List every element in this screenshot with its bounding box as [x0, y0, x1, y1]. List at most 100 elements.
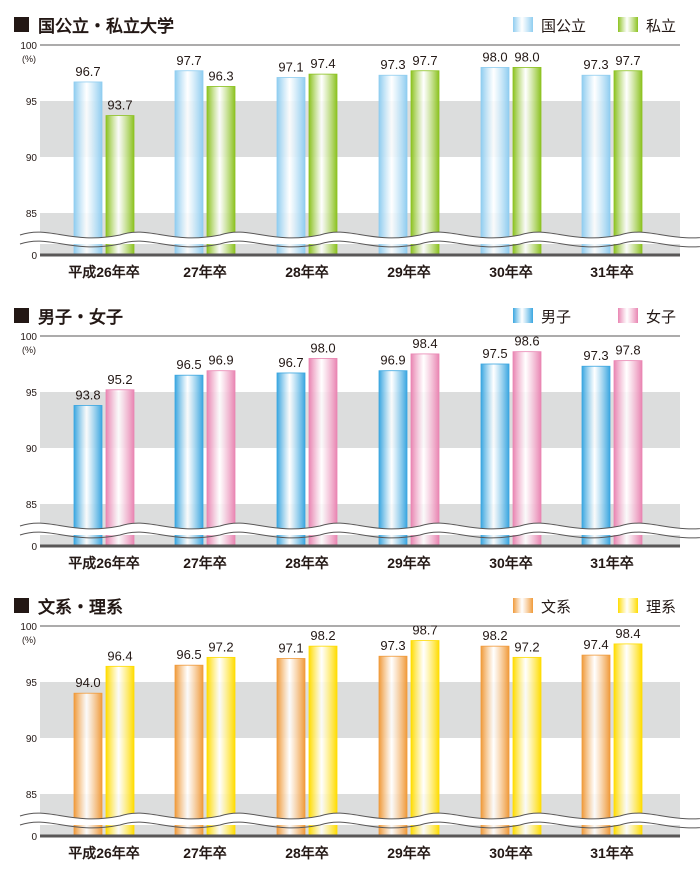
bar — [410, 353, 440, 547]
y-tick-label: 85 — [26, 209, 38, 220]
legend-swatch — [618, 17, 638, 32]
bar — [174, 70, 204, 256]
data-label: 96.5 — [176, 357, 201, 372]
x-tick-label: 30年卒 — [489, 845, 533, 861]
bar — [480, 363, 510, 547]
bar — [613, 360, 643, 547]
y-tick-label: 90 — [26, 444, 38, 455]
bar — [206, 86, 236, 256]
data-label: 98.0 — [310, 340, 335, 355]
legend-swatch — [618, 598, 638, 613]
x-tick-label: 平成26年卒 — [68, 845, 140, 861]
bar — [276, 372, 306, 547]
bar — [206, 370, 236, 547]
axis-break-fill — [20, 813, 700, 825]
data-label: 97.4 — [310, 56, 335, 71]
bar — [308, 358, 338, 547]
bar — [581, 74, 611, 256]
data-label: 97.4 — [583, 637, 608, 652]
chart-title: 文系・理系 — [38, 597, 123, 617]
data-label: 96.9 — [380, 353, 405, 368]
data-label: 98.2 — [482, 628, 507, 643]
axis-break-line — [19, 821, 700, 829]
x-tick-label: 30年卒 — [489, 264, 533, 280]
legend-label: 理系 — [646, 599, 676, 616]
data-label: 97.7 — [615, 53, 640, 68]
bar — [512, 67, 542, 256]
axis-break-line — [19, 240, 700, 248]
axis-break-line — [19, 812, 700, 820]
bar — [581, 654, 611, 837]
bar — [512, 656, 542, 837]
data-label: 98.0 — [482, 49, 507, 64]
title-marker — [14, 17, 29, 32]
axis-break-fill — [20, 523, 700, 535]
bar — [105, 389, 135, 547]
data-label: 97.7 — [412, 53, 437, 68]
bar — [480, 645, 510, 837]
y-tick-label: 95 — [26, 388, 38, 399]
data-label: 96.7 — [278, 355, 303, 370]
bar — [378, 74, 408, 256]
y-tick-label: 100 — [20, 41, 37, 52]
bar — [378, 655, 408, 837]
legend-label: 私立 — [646, 18, 676, 35]
x-tick-label: 平成26年卒 — [68, 264, 140, 280]
bar — [410, 640, 440, 837]
band-90-95 — [40, 392, 680, 448]
bar — [73, 405, 103, 547]
bar — [276, 658, 306, 837]
title-marker — [14, 308, 29, 323]
chart-title: 国公立・私立大学 — [38, 16, 174, 36]
data-label: 96.5 — [176, 647, 201, 662]
y-unit-label: (%) — [22, 345, 36, 355]
title-marker — [14, 598, 29, 613]
data-label: 97.2 — [208, 639, 233, 654]
axis-break-line — [19, 522, 700, 530]
data-label: 98.4 — [412, 336, 437, 351]
x-tick-label: 28年卒 — [285, 264, 329, 280]
y-tick-label: 0 — [31, 251, 37, 262]
bar — [174, 664, 204, 837]
x-tick-label: 28年卒 — [285, 555, 329, 571]
y-tick-label: 90 — [26, 734, 38, 745]
data-label: 98.6 — [514, 334, 539, 349]
legend-label: 男子 — [541, 309, 571, 326]
bar — [410, 70, 440, 256]
y-tick-label: 0 — [31, 832, 37, 843]
bar — [512, 351, 542, 547]
legend-label: 文系 — [541, 599, 571, 616]
y-tick-label: 0 — [31, 542, 37, 553]
y-unit-label: (%) — [22, 635, 36, 645]
data-label: 98.4 — [615, 626, 640, 641]
y-tick-label: 95 — [26, 678, 38, 689]
data-label: 97.8 — [615, 343, 640, 358]
legend-swatch — [513, 598, 533, 613]
y-tick-label: 100 — [20, 332, 37, 343]
data-label: 96.3 — [208, 68, 233, 83]
data-label: 97.5 — [482, 346, 507, 361]
data-label: 98.2 — [310, 628, 335, 643]
y-tick-label: 100 — [20, 622, 37, 633]
data-label: 93.8 — [75, 387, 100, 402]
data-label: 93.7 — [107, 98, 132, 113]
y-tick-label: 90 — [26, 153, 38, 164]
data-label: 97.1 — [278, 640, 303, 655]
data-label: 95.2 — [107, 372, 132, 387]
x-tick-label: 31年卒 — [590, 264, 634, 280]
bar — [480, 67, 510, 256]
bar — [73, 81, 103, 256]
data-label: 96.9 — [208, 353, 233, 368]
bar — [206, 656, 236, 837]
bar — [613, 70, 643, 256]
data-label: 97.3 — [380, 638, 405, 653]
x-tick-label: 27年卒 — [183, 845, 227, 861]
y-tick-label: 85 — [26, 500, 38, 511]
bar — [73, 692, 103, 837]
band-90-95 — [40, 101, 680, 157]
data-label: 96.4 — [107, 648, 132, 663]
